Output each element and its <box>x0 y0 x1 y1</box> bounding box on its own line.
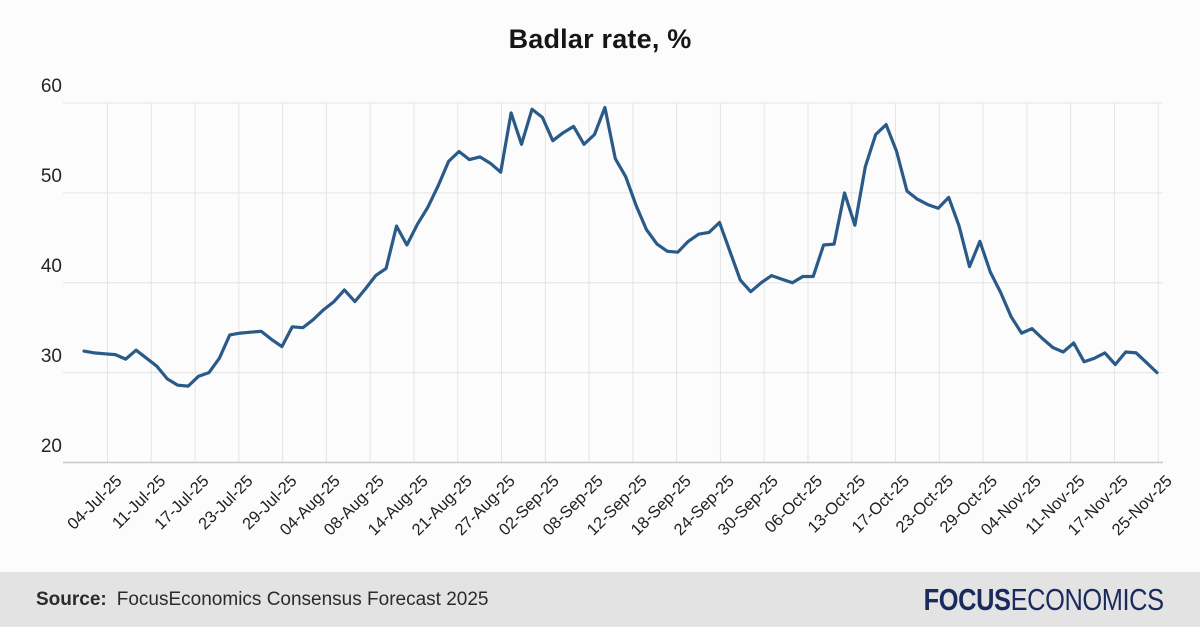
source-text: FocusEconomics Consensus Forecast 2025 <box>116 588 489 610</box>
source-label: Source: <box>36 588 107 610</box>
badlar-rate-line <box>82 105 1159 388</box>
y-tick-label: 30 <box>40 345 62 367</box>
footer-bar: Source: FocusEconomics Consensus Forecast… <box>0 572 1200 627</box>
y-tick-label: 60 <box>40 76 62 97</box>
y-tick-label: 40 <box>40 255 62 277</box>
y-tick-label: 20 <box>40 435 62 457</box>
page-title: Badlar rate, % <box>508 24 692 54</box>
logo-focus: FOCUS <box>923 582 1011 617</box>
logo-economics: ECONOMICS <box>1010 582 1164 617</box>
y-tick-label: 50 <box>40 165 62 187</box>
source-line: Source: FocusEconomics Consensus Forecast… <box>36 589 488 611</box>
focuseconomics-logo: FOCUSECONOMICS <box>924 584 1164 615</box>
